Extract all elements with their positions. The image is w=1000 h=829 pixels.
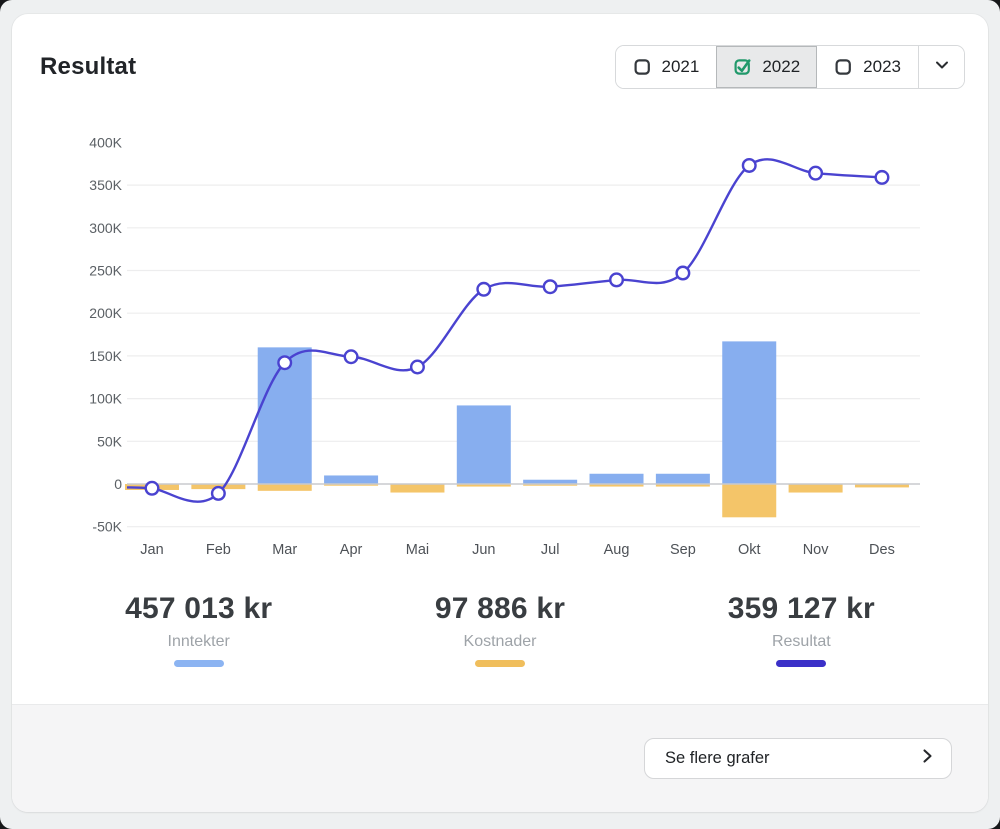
checkbox-checked-icon: [733, 57, 753, 77]
bar-inntekter-Jul[interactable]: [523, 479, 578, 484]
chevron-right-icon: [919, 748, 935, 769]
year-option-2021[interactable]: 2021: [615, 46, 717, 88]
resultat-point-Mar[interactable]: [277, 355, 293, 371]
result-card: Resultat 2021: [12, 14, 988, 812]
summary-inntekter: 457 013 kr Inntekter: [48, 592, 349, 667]
x-tick-label: Mai: [406, 542, 429, 558]
resultat-value: 359 127 kr: [727, 592, 875, 625]
resultat-label: Resultat: [771, 633, 831, 650]
bar-inntekter-Okt[interactable]: [722, 341, 777, 484]
bar-kostnader-Des[interactable]: [854, 484, 909, 488]
year-option-2022[interactable]: 2022: [716, 46, 818, 88]
x-tick-label: Sep: [670, 542, 696, 558]
y-tick-label: 400K: [89, 134, 122, 150]
inntekter-color-pill: [173, 660, 224, 667]
y-tick-label: 150K: [89, 348, 122, 364]
year-dropdown-button[interactable]: [918, 46, 964, 88]
checkbox-icon: [834, 57, 854, 77]
bar-kostnader-Okt[interactable]: [722, 484, 777, 518]
chevron-down-icon: [933, 56, 951, 79]
x-tick-label: Apr: [340, 542, 363, 558]
inntekter-value: 457 013 kr: [125, 592, 273, 625]
y-tick-label: 350K: [89, 177, 122, 193]
year-selector: 2021 2022: [614, 45, 965, 89]
resultat-point-Feb[interactable]: [210, 485, 226, 501]
year-option-label: 2021: [661, 57, 700, 76]
x-tick-label: Nov: [803, 542, 830, 558]
result-chart: 400K 350K 300K 250K 200K 150K 100K 50K 0 -50K Jan F…: [89, 134, 920, 558]
kostnader-value: 97 886 kr: [434, 592, 566, 625]
bar-inntekter-Jun[interactable]: [456, 405, 511, 484]
bar-inntekter-Sep[interactable]: [655, 473, 710, 484]
resultat-point-Jul[interactable]: [542, 279, 558, 295]
kostnader-color-pill: [474, 660, 525, 667]
see-more-charts-label: Se flere grafer: [665, 749, 770, 767]
year-option-2023[interactable]: 2023: [817, 46, 918, 88]
y-tick-label: 250K: [89, 263, 122, 279]
bar-kostnader-Apr[interactable]: [324, 484, 379, 486]
card-header: Resultat 2021: [12, 14, 988, 110]
year-option-label: 2022: [762, 57, 801, 76]
x-tick-label: Jan: [140, 542, 163, 558]
resultat-color-pill: [776, 660, 827, 667]
summary-row: 457 013 kr Inntekter 97 886 kr Kostnader…: [48, 592, 952, 667]
summary-kostnader: 97 886 kr Kostnader: [349, 592, 650, 667]
x-tick-label: Aug: [604, 542, 630, 558]
bar-kostnader-Nov[interactable]: [788, 484, 843, 493]
x-tick-label: Jul: [541, 542, 560, 558]
inntekter-label: Inntekter: [167, 633, 230, 650]
y-tick-label: 0: [114, 476, 122, 492]
y-tick-label: 300K: [89, 220, 122, 236]
resultat-point-Aug[interactable]: [609, 272, 625, 288]
resultat-point-Des[interactable]: [874, 169, 890, 185]
x-tick-label: Feb: [206, 542, 231, 558]
resultat-point-Jun[interactable]: [476, 281, 492, 297]
kostnader-label: Kostnader: [463, 633, 537, 650]
resultat-point-Okt[interactable]: [741, 157, 757, 173]
y-tick-label: 100K: [89, 391, 122, 407]
see-more-charts-button[interactable]: Se flere grafer: [644, 738, 952, 779]
bar-kostnader-Aug[interactable]: [589, 484, 644, 487]
x-tick-label: Jun: [472, 542, 495, 558]
bar-inntekter-Apr[interactable]: [324, 475, 379, 484]
resultat-point-Mai[interactable]: [409, 359, 425, 375]
resultat-point-Sep[interactable]: [675, 265, 691, 281]
bar-kostnader-Mai[interactable]: [390, 484, 445, 493]
resultat-point-Jan[interactable]: [144, 480, 160, 496]
page-title: Resultat: [40, 53, 137, 80]
bar-kostnader-Mar[interactable]: [257, 484, 312, 491]
y-tick-label: 50K: [97, 433, 123, 449]
y-tick-label: 200K: [89, 305, 122, 321]
bar-kostnader-Jun[interactable]: [456, 484, 511, 487]
year-option-label: 2023: [863, 57, 901, 76]
x-tick-label: Mar: [272, 542, 297, 558]
resultat-point-Apr[interactable]: [343, 349, 359, 365]
bar-kostnader-Sep[interactable]: [655, 484, 710, 487]
bar-kostnader-Jul[interactable]: [523, 484, 578, 486]
card-footer: Se flere grafer: [12, 704, 988, 812]
summary-resultat: 359 127 kr Resultat: [651, 592, 952, 667]
resultat-point-Nov[interactable]: [808, 165, 824, 181]
bar-inntekter-Aug[interactable]: [589, 473, 644, 484]
x-tick-label: Des: [869, 542, 895, 558]
checkbox-icon: [633, 57, 653, 77]
y-tick-label: -50K: [92, 519, 122, 535]
x-tick-label: Okt: [738, 542, 761, 558]
